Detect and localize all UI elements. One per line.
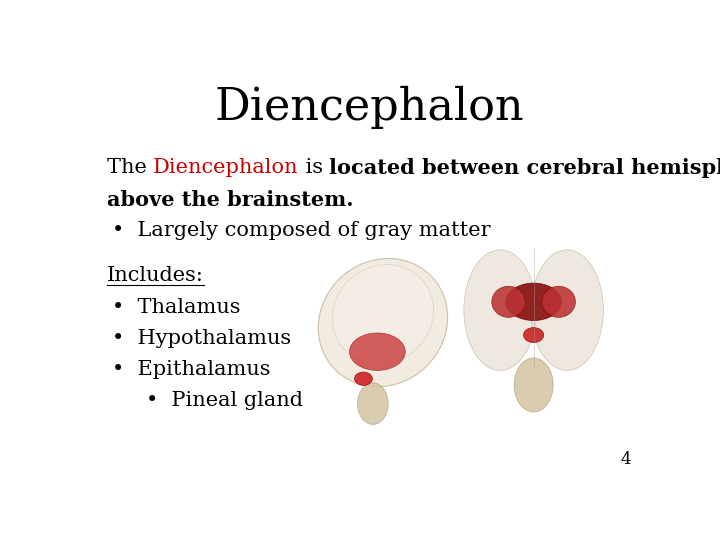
Circle shape	[523, 328, 544, 342]
Text: The: The	[107, 158, 153, 177]
Text: •  Thalamus: • Thalamus	[112, 298, 240, 316]
Ellipse shape	[542, 286, 575, 318]
Ellipse shape	[505, 283, 562, 321]
Ellipse shape	[349, 333, 405, 370]
Text: •  Largely composed of gray matter: • Largely composed of gray matter	[112, 221, 491, 240]
Text: •  Hypothalamus: • Hypothalamus	[112, 329, 292, 348]
Ellipse shape	[492, 286, 526, 318]
Circle shape	[354, 372, 372, 386]
Text: is: is	[299, 158, 330, 177]
Text: Includes:: Includes:	[107, 266, 204, 286]
Text: 4: 4	[621, 451, 631, 468]
Text: •  Epithalamus: • Epithalamus	[112, 360, 271, 379]
Ellipse shape	[333, 265, 433, 364]
Text: Diencephalon: Diencephalon	[214, 85, 524, 129]
Text: above the brainstem.: above the brainstem.	[107, 190, 354, 210]
Text: Diencephalon: Diencephalon	[153, 158, 299, 177]
Ellipse shape	[531, 250, 603, 370]
Ellipse shape	[358, 383, 388, 424]
Ellipse shape	[464, 250, 536, 370]
Ellipse shape	[318, 259, 448, 387]
Text: located between cerebral hemispheres and: located between cerebral hemispheres and	[330, 158, 720, 178]
Text: •  Pineal gland: • Pineal gland	[145, 391, 303, 410]
Ellipse shape	[514, 358, 553, 412]
